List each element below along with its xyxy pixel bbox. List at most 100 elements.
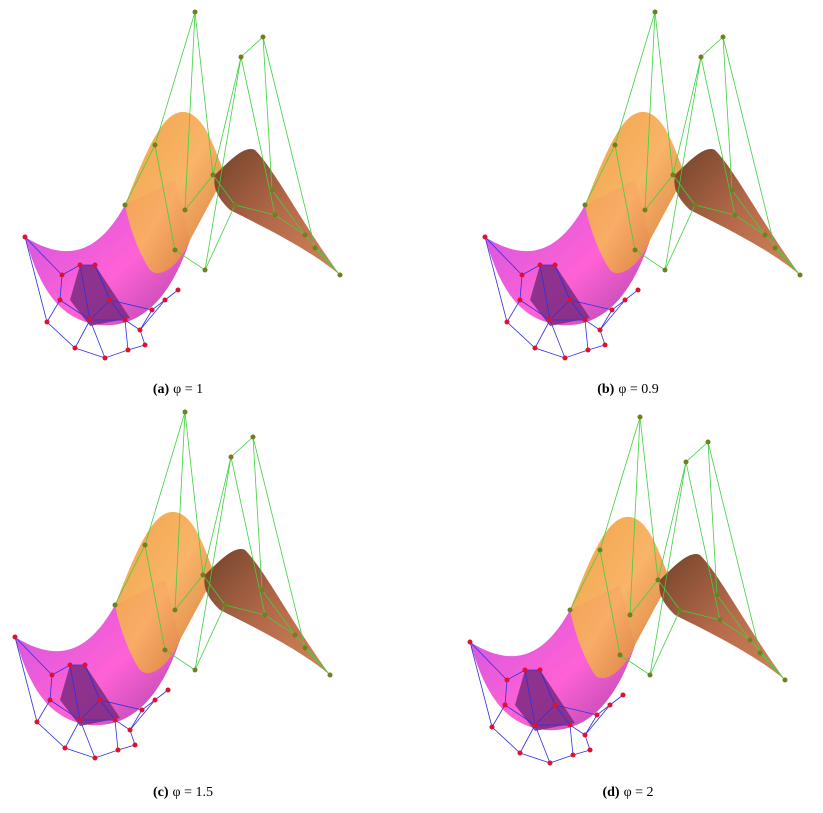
control-point: [522, 667, 528, 673]
control-point: [655, 577, 661, 583]
control-point: [594, 712, 600, 718]
control-point: [617, 652, 623, 658]
control-point: [757, 650, 763, 656]
blue-net: [89, 264, 111, 359]
control-point: [482, 234, 488, 240]
control-point: [532, 722, 538, 728]
control-point: [762, 232, 768, 238]
caption-text: φ = 2: [624, 785, 654, 800]
control-point: [172, 607, 178, 613]
control-point: [107, 297, 113, 303]
control-point: [232, 202, 238, 208]
control-point: [537, 667, 543, 673]
control-point: [705, 439, 711, 445]
caption: (b) φ = 0.9: [597, 382, 659, 397]
control-point: [269, 187, 275, 193]
control-point: [597, 547, 603, 553]
control-point: [34, 719, 40, 725]
green-net: [174, 411, 186, 611]
control-point: [547, 760, 553, 766]
control-point: [489, 724, 495, 730]
blue-net: [14, 636, 136, 759]
green-net: [716, 594, 751, 641]
control-point: [182, 207, 188, 213]
control-point: [720, 34, 726, 40]
blue-net: [534, 669, 556, 764]
control-point: [552, 702, 558, 708]
control-point: [192, 9, 198, 15]
control-point: [22, 234, 28, 240]
blue-net: [599, 299, 626, 331]
control-point: [662, 267, 668, 273]
control-point: [714, 592, 720, 598]
caption: (a) φ = 1: [153, 382, 203, 397]
control-point: [122, 317, 128, 323]
control-point: [77, 262, 83, 268]
control-point: [49, 672, 55, 678]
green-net: [271, 189, 306, 236]
control-point: [532, 345, 538, 351]
orange-surface: [570, 516, 670, 679]
green-net: [240, 56, 276, 216]
fold: [60, 665, 120, 726]
blue-net: [124, 319, 129, 351]
blue-net: [569, 724, 574, 756]
control-point: [609, 307, 615, 313]
green-net: [614, 144, 636, 251]
caption: (c) φ = 1.5: [153, 785, 213, 800]
blue-net: [79, 664, 101, 759]
blue-net: [139, 309, 153, 331]
control-point: [139, 707, 145, 713]
control-point: [200, 572, 206, 578]
control-point: [772, 245, 778, 251]
control-point: [182, 409, 188, 415]
control-point: [782, 677, 788, 683]
brown-surface: [674, 149, 800, 275]
surface-panel: [467, 414, 788, 766]
surface-panel: [482, 9, 803, 361]
orange-surface: [125, 111, 225, 274]
control-point: [582, 317, 588, 323]
green-net: [174, 574, 331, 676]
control-point: [670, 172, 676, 178]
green-net: [629, 579, 786, 681]
caption-label: (d): [602, 785, 619, 800]
blue-net: [14, 636, 53, 723]
control-point: [302, 645, 308, 651]
control-point: [627, 612, 633, 618]
caption-label: (c): [153, 785, 169, 800]
control-point: [72, 345, 78, 351]
fold: [515, 670, 575, 731]
control-point: [747, 637, 753, 643]
control-point: [292, 632, 298, 638]
control-point: [222, 602, 228, 608]
blue-net: [484, 236, 523, 323]
caption: (d) φ = 2: [602, 785, 653, 800]
green-net: [700, 56, 736, 216]
blue-net: [599, 309, 613, 331]
blue-net: [109, 289, 179, 311]
control-point: [149, 307, 155, 313]
control-point: [797, 272, 803, 278]
blue-net: [24, 236, 146, 359]
green-net: [261, 589, 296, 636]
control-point: [102, 355, 108, 361]
control-point: [238, 54, 244, 60]
blue-net: [584, 714, 598, 736]
control-point: [165, 687, 171, 693]
blue-net: [584, 319, 589, 351]
control-point: [517, 750, 523, 756]
control-point: [112, 602, 118, 608]
control-point: [607, 702, 613, 708]
green-net: [685, 461, 721, 621]
blue-net: [114, 719, 119, 751]
control-point: [467, 639, 473, 645]
control-point: [302, 232, 308, 238]
control-point: [87, 317, 93, 323]
blue-net: [139, 299, 166, 331]
green-net: [194, 604, 226, 671]
control-point: [59, 272, 65, 278]
control-point: [327, 672, 333, 678]
control-point: [162, 297, 168, 303]
control-point: [192, 667, 198, 673]
